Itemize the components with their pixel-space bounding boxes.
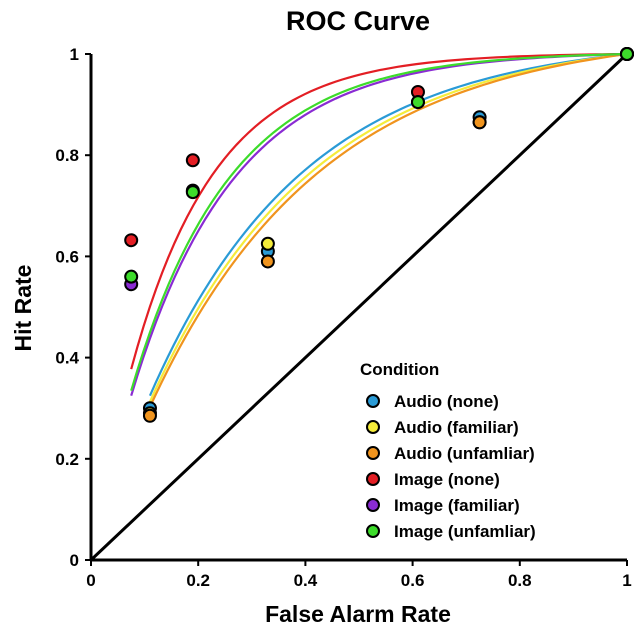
y-tick-label: 0 [70,551,79,570]
data-point [142,408,157,423]
legend-marker [366,524,380,538]
data-point [260,254,275,269]
legend-item-label: Image (none) [394,470,500,489]
y-tick-label: 0.2 [55,450,79,469]
plot-area: 0 0.2 0.4 0.6 0.8 1 0 0.2 0.4 0.6 0.8 1 [55,45,634,590]
series-curve-0 [148,52,628,397]
legend-marker [366,472,380,486]
x-tick-label: 1 [622,571,631,590]
data-point [124,233,139,248]
data-point [410,95,425,110]
legend-marker [366,446,380,460]
legend-item-label: Image (familiar) [394,496,520,515]
series-curve-1 [148,52,628,403]
legend-marker [366,394,380,408]
chart-title: ROC Curve [286,6,430,36]
data-point [472,115,487,130]
y-tick-label: 0.6 [55,247,79,266]
legend-item-label: Audio (none) [394,392,499,411]
x-tick-label: 0.4 [294,571,318,590]
data-point [185,153,200,168]
x-tick-label: 0.2 [186,571,210,590]
x-tick-label: 0.8 [508,571,532,590]
data-point [185,185,200,200]
series-curve-2 [148,52,628,408]
data-point [620,47,634,61]
legend: Condition Audio (none) Audio (familiar) Au… [360,360,536,541]
y-axis-label: Hit Rate [10,265,36,352]
legend-marker [366,420,380,434]
y-tick-label: 0.4 [55,349,79,368]
x-tick-label: 0 [86,571,95,590]
series-curve-3 [130,52,628,370]
y-tick-label: 1 [70,45,79,64]
y-tick-label: 0.8 [55,146,79,165]
legend-marker [366,498,380,512]
chance-line [89,52,629,562]
x-tick-label: 0.6 [401,571,425,590]
series-curve-5 [130,52,628,392]
data-point [124,269,139,284]
legend-title: Condition [360,360,439,379]
legend-item-label: Audio (familiar) [394,418,519,437]
x-axis-label: False Alarm Rate [265,601,451,627]
legend-item-label: Audio (unfamliar) [394,444,535,463]
series-curve-4 [130,52,628,397]
legend-item-label: Image (unfamliar) [394,522,536,541]
data-point [260,236,275,251]
